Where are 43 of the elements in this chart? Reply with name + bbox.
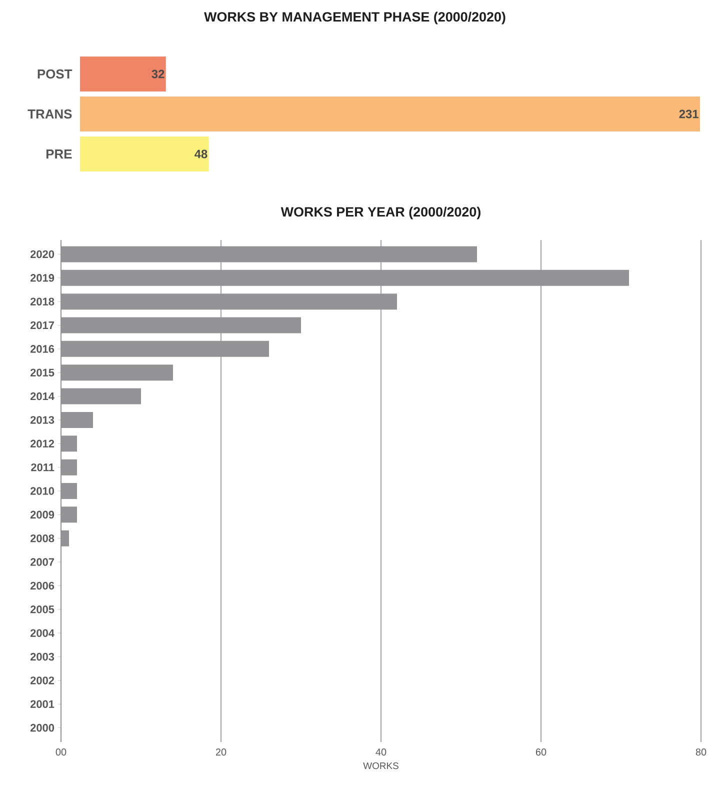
data-label: 32 (152, 70, 164, 78)
x-tick-label: 40 (376, 748, 386, 756)
chart-title: WORKS PER YEAR (2000/2020) (280, 206, 480, 220)
y-tick-label: 2002 (30, 676, 54, 684)
bar (61, 436, 77, 452)
bar (61, 388, 141, 404)
y-tick-label: POST (38, 69, 72, 79)
y-tick-label: 2013 (30, 416, 54, 424)
y-tick-label: 2012 (30, 440, 54, 448)
bar (61, 482, 77, 499)
y-tick-label: 2005 (30, 606, 54, 614)
bar (61, 506, 77, 523)
y-tick-label: 2011 (31, 463, 54, 472)
y-tick-label: 2008 (30, 534, 54, 542)
y-tick-label: 2007 (30, 558, 54, 566)
y-tick-label: 2019 (30, 274, 54, 282)
x-tick-label: 80 (696, 748, 706, 756)
y-tick-label: 2010 (30, 487, 54, 495)
y-tick-label: 2016 (30, 345, 54, 353)
bar (61, 364, 173, 381)
bar (61, 459, 77, 476)
data-label: 231 (679, 110, 698, 118)
y-tick-label: PRE (46, 150, 72, 158)
y-tick-label: 2018 (30, 298, 54, 306)
x-tick-label: 00 (56, 748, 66, 756)
bar (61, 412, 93, 428)
y-tick-label: 2006 (30, 582, 54, 590)
chart-title: WORKS BY MANAGEMENT PHASE (2000/2020) (204, 12, 506, 24)
y-tick-label: 2017 (30, 321, 54, 330)
data-label: 48 (194, 150, 208, 158)
bar (61, 530, 69, 546)
y-tick-label: 2009 (30, 510, 54, 519)
y-tick-label: 2015 (30, 368, 54, 376)
x-axis-title: WORKS (363, 762, 398, 770)
y-tick-label: 2014 (30, 392, 54, 400)
y-tick-label: TRANS (28, 109, 72, 119)
y-tick-label: 2003 (30, 652, 54, 661)
x-tick-label: 60 (536, 748, 546, 756)
y-tick-label: 2020 (30, 250, 54, 258)
y-tick-label: 2001 (30, 700, 54, 708)
x-tick-label: 20 (216, 748, 226, 756)
y-tick-label: 2004 (30, 629, 54, 637)
y-tick-label: 2000 (30, 724, 54, 732)
